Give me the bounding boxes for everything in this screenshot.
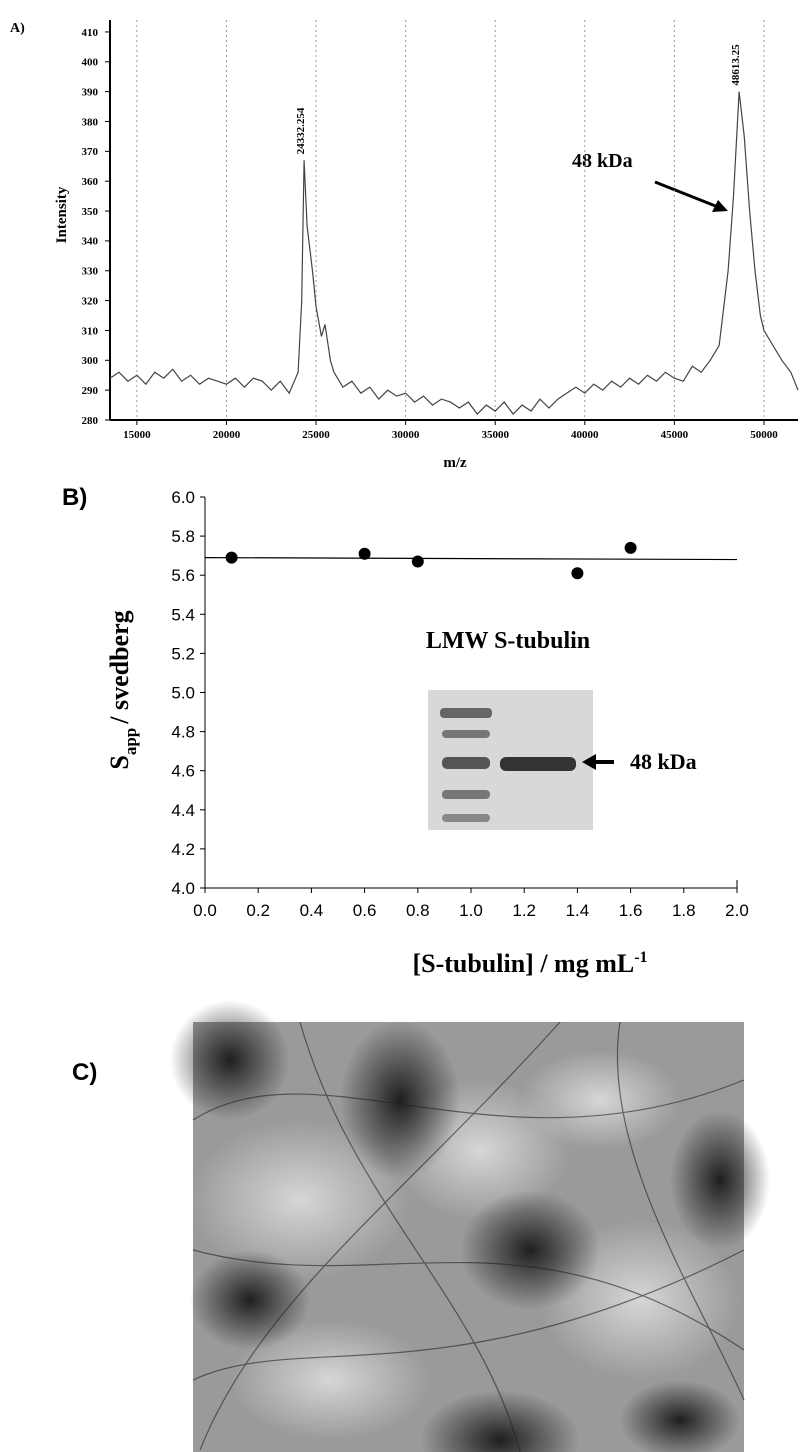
x-axis-label: [S-tubulin] / mg mL-1 <box>412 949 647 978</box>
x-tick-label: 1.4 <box>566 901 590 920</box>
arrow-head <box>582 754 596 770</box>
x-tick-label: 50000 <box>750 429 778 441</box>
y-tick-label: 5.2 <box>171 644 195 663</box>
y-tick-label: 5.8 <box>171 527 195 546</box>
x-tick-label: 1.0 <box>459 901 483 920</box>
y-tick-label: 380 <box>82 116 99 128</box>
y-tick-label: 5.6 <box>171 566 195 585</box>
x-tick-label: 0.6 <box>353 901 377 920</box>
x-tick-label: 0.8 <box>406 901 430 920</box>
annotation: LMW S-tubulin <box>426 628 590 654</box>
y-tick-label: 4.2 <box>171 840 195 859</box>
panel-label: A) <box>10 21 25 36</box>
gel-inset <box>428 690 593 830</box>
peak-label: 48613.25 <box>730 44 742 86</box>
y-axis-label: Intensity <box>54 186 70 243</box>
y-label-sub: app <box>121 728 140 755</box>
y-tick-label: 4.4 <box>171 801 195 820</box>
y-axis-label: Sapp / svedberg <box>105 610 140 769</box>
x-tick-label: 1.6 <box>619 901 643 920</box>
y-tick-label: 290 <box>82 385 99 397</box>
y-tick-label: 360 <box>82 176 99 188</box>
fit-line <box>204 557 738 561</box>
x-tick-label: 0.2 <box>246 901 270 920</box>
y-tick-label: 5.4 <box>171 605 195 624</box>
y-tick-label: 4.6 <box>171 762 195 781</box>
panel-label: B) <box>62 484 87 511</box>
gel-label: 48 kDa <box>630 749 697 774</box>
y-tick-label: 5.0 <box>171 683 195 702</box>
point <box>571 567 584 580</box>
x-tick-label: 0.4 <box>300 901 324 920</box>
x-tick-label: 20000 <box>213 429 241 441</box>
x-tick-label: 30000 <box>392 429 420 441</box>
x-tick-label: 40000 <box>571 429 599 441</box>
panel-label: C) <box>72 1059 97 1086</box>
y-label-part: / svedberg <box>105 610 134 724</box>
x-tick-label: 45000 <box>661 429 689 441</box>
y-tick-label: 280 <box>82 415 99 427</box>
x-tick-label: 35000 <box>481 429 509 441</box>
spectrum-line <box>109 91 799 415</box>
arrow <box>654 180 719 209</box>
x-axis-label: m/z <box>443 455 467 471</box>
y-tick-label: 6.0 <box>171 488 195 507</box>
peak-label: 24332.254 <box>295 107 307 154</box>
micrograph <box>170 1000 770 1452</box>
x-tick-label: 1.8 <box>672 901 696 920</box>
x-tick-label: 0.0 <box>193 901 217 920</box>
y-tick-label: 320 <box>82 295 99 307</box>
x-tick-label: 15000 <box>123 429 151 441</box>
x-tick-label: 25000 <box>302 429 330 441</box>
point <box>411 555 424 568</box>
y-label-part: S <box>105 755 134 769</box>
point <box>225 551 238 564</box>
x-label-sup: -1 <box>634 949 647 966</box>
y-tick-label: 350 <box>82 206 99 218</box>
x-label-part: [S-tubulin] / mg mL <box>412 949 634 978</box>
arrow-head <box>712 200 728 212</box>
y-tick-label: 310 <box>82 325 99 337</box>
point <box>624 541 637 554</box>
y-tick-label: 410 <box>82 27 99 39</box>
y-tick-label: 4.0 <box>171 879 195 898</box>
point <box>358 547 371 560</box>
y-tick-label: 330 <box>82 266 99 278</box>
y-tick-label: 400 <box>82 57 99 69</box>
y-tick-label: 370 <box>82 146 99 158</box>
annotation: 48 kDa <box>572 150 633 172</box>
y-tick-label: 340 <box>82 236 99 248</box>
y-tick-label: 300 <box>82 355 99 367</box>
x-tick-label: 1.2 <box>512 901 536 920</box>
x-tick-label: 2.0 <box>725 901 749 920</box>
y-tick-label: 390 <box>82 86 99 98</box>
y-tick-label: 4.8 <box>171 723 195 742</box>
